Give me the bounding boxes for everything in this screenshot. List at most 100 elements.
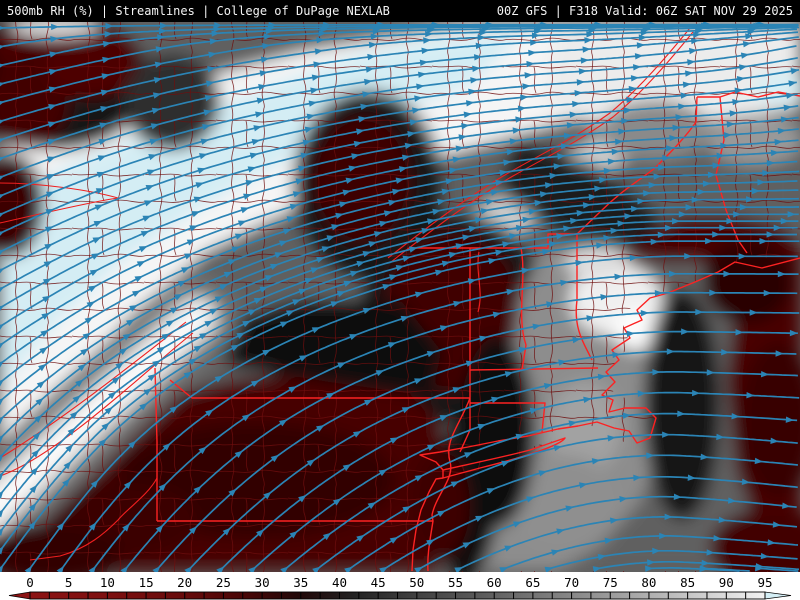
streamline-arrowhead xyxy=(111,376,120,385)
streamline-arrowhead xyxy=(668,270,677,278)
streamline-arrowhead xyxy=(365,66,375,73)
streamline-arrowhead xyxy=(197,167,206,174)
streamline-arrowhead xyxy=(578,68,587,75)
streamline-arrowhead xyxy=(700,453,709,461)
streamline-arrowhead xyxy=(544,566,554,572)
streamline-arrowhead xyxy=(32,432,41,441)
streamline-arrowhead xyxy=(286,216,296,223)
streamline xyxy=(0,233,797,550)
streamline-arrowhead xyxy=(256,97,266,104)
streamline-arrowhead xyxy=(517,105,527,112)
streamline-arrowhead xyxy=(690,37,700,45)
streamline-arrowhead xyxy=(398,166,408,173)
streamline-arrowhead xyxy=(263,491,272,500)
streamline-arrowhead xyxy=(633,474,642,482)
streamline-arrowhead xyxy=(449,167,458,174)
streamline-arrowhead xyxy=(308,100,317,107)
streamline-arrowhead xyxy=(774,138,783,146)
streamline-arrowhead xyxy=(467,278,477,285)
colorbar-tick-label: 40 xyxy=(332,575,347,590)
colorbar-left-arrow xyxy=(8,591,31,600)
streamline-arrowhead xyxy=(143,388,152,396)
streamline-arrowhead xyxy=(0,490,4,499)
streamline-arrowhead xyxy=(162,443,171,451)
streamline-arrowhead xyxy=(662,154,671,162)
streamline-arrowhead xyxy=(0,138,5,145)
streamline-arrowhead xyxy=(242,320,251,328)
streamline-arrowhead xyxy=(122,333,132,341)
streamline-arrowhead xyxy=(640,310,649,317)
streamline-arrowhead xyxy=(387,342,397,349)
streamline-arrowhead xyxy=(223,271,233,278)
colorbar-tick-label: 10 xyxy=(100,575,115,590)
streamline-arrowhead xyxy=(49,51,58,58)
streamline-arrowhead xyxy=(108,391,117,400)
streamline-arrowhead xyxy=(441,260,451,267)
streamline-arrowhead xyxy=(515,433,525,440)
streamline-arrowhead xyxy=(591,458,601,465)
streamline-arrowhead xyxy=(200,138,210,145)
streamline-arrowhead xyxy=(746,392,755,399)
streamline-arrowhead xyxy=(395,177,405,184)
streamline xyxy=(1,31,799,159)
streamline-arrowhead xyxy=(767,539,776,546)
streamline-arrowhead xyxy=(169,405,178,414)
colorbar-tick-label: 85 xyxy=(680,575,695,590)
streamline-arrowhead xyxy=(693,31,702,39)
streamline-arrowhead xyxy=(206,80,215,87)
streamline-arrowhead xyxy=(560,279,569,287)
streamline-arrowhead xyxy=(675,114,684,121)
streamline-arrowhead xyxy=(565,505,574,512)
streamline-arrowhead xyxy=(395,264,405,272)
streamline-arrowhead xyxy=(56,522,65,531)
colorbar: 0 5 10 15 20 25 30 35 40 45 50 55 60 65 70 75 80 85 90 95 xyxy=(8,575,792,600)
streamline-arrowhead xyxy=(515,116,524,123)
streamline-arrowhead xyxy=(556,528,565,535)
streamline-arrowhead xyxy=(140,231,150,238)
streamline-arrowhead xyxy=(105,22,114,30)
streamline xyxy=(0,160,798,383)
streamline-arrowhead xyxy=(594,185,603,192)
streamline-arrowhead xyxy=(626,330,635,337)
streamline-arrowhead xyxy=(588,27,597,34)
streamline-arrowhead xyxy=(553,163,562,170)
streamline-arrowhead xyxy=(236,332,245,340)
streamline-arrowhead xyxy=(502,241,511,248)
streamline-arrowhead xyxy=(0,360,5,369)
streamline-arrowhead xyxy=(0,249,5,257)
streamline-arrowhead xyxy=(306,113,316,120)
streamline-arrowhead xyxy=(766,231,775,238)
streamline-arrowhead xyxy=(382,284,391,291)
streamline-arrowhead xyxy=(490,189,500,196)
streamline-arrowhead xyxy=(546,301,555,308)
streamline-arrowhead xyxy=(531,32,540,39)
streamline-arrowhead xyxy=(292,299,301,306)
streamline-arrowhead xyxy=(230,344,240,352)
streamline-arrowhead xyxy=(198,446,207,455)
streamline-arrowhead xyxy=(368,241,377,248)
streamline xyxy=(61,272,799,570)
streamline-arrowhead xyxy=(495,179,504,186)
streamlines-layer xyxy=(0,22,800,572)
streamline-arrowhead xyxy=(619,495,628,503)
streamline-arrowhead xyxy=(638,34,647,41)
streamline xyxy=(0,220,799,513)
streamline-arrowhead xyxy=(120,566,128,572)
streamline-arrowhead xyxy=(718,516,727,524)
streamline-arrowhead xyxy=(549,172,558,180)
streamline-arrowhead xyxy=(339,201,348,208)
streamline-arrowhead xyxy=(695,308,704,316)
streamline-arrowhead xyxy=(322,532,332,541)
streamline-arrowhead xyxy=(151,107,161,114)
streamline-arrowhead xyxy=(129,305,138,312)
streamline-arrowhead xyxy=(314,48,324,55)
streamline-arrowhead xyxy=(316,256,325,263)
streamline-arrowhead xyxy=(253,297,263,304)
streamline-arrowhead xyxy=(542,248,551,256)
streamline-arrowhead xyxy=(0,194,5,201)
streamline-arrowhead xyxy=(181,267,190,274)
streamline-arrowhead xyxy=(326,235,336,242)
streamline xyxy=(0,240,800,568)
streamline-arrowhead xyxy=(30,467,39,476)
streamline-arrowhead xyxy=(426,351,436,358)
